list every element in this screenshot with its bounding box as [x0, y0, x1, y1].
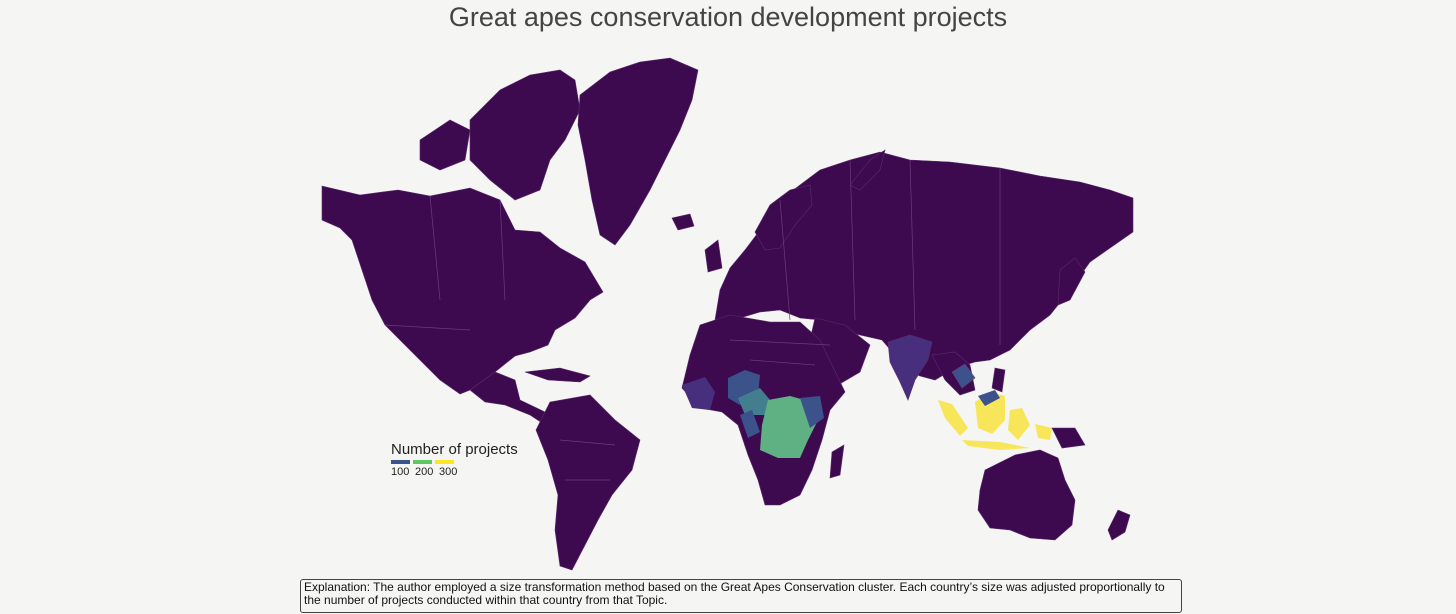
region-congo-basin — [760, 396, 818, 458]
region-philippines — [991, 367, 1006, 393]
region-scandinavia — [754, 184, 813, 251]
region-greenland — [577, 57, 699, 246]
region-east-africa — [800, 396, 824, 428]
region-west-africa-a — [682, 377, 715, 410]
region-indonesia-java — [962, 440, 1030, 450]
region-new-zealand — [1107, 509, 1131, 541]
legend: Number of projects 100 200 300 — [391, 441, 551, 478]
legend-tick-300: 300 — [439, 466, 458, 478]
legend-tick-100: 100 — [391, 466, 410, 478]
region-arctic-islands — [419, 119, 471, 171]
page-title: Great apes conservation development proj… — [448, 2, 1008, 32]
legend-colorbar — [391, 460, 551, 464]
explanation-box: Explanation: The author employed a size … — [300, 579, 1182, 613]
region-australia — [977, 449, 1076, 541]
legend-swatch-200 — [413, 460, 432, 464]
region-south-america — [535, 394, 641, 571]
region-indonesia-sulawesi — [1008, 408, 1030, 440]
region-north-america — [321, 185, 604, 395]
region-indonesia-borneo — [975, 392, 1005, 434]
legend-swatch-300 — [435, 460, 454, 464]
region-malaysia-borneo — [978, 390, 1000, 406]
legend-title: Number of projects — [391, 441, 518, 458]
region-iceland — [671, 213, 695, 231]
region-cameroon — [740, 410, 760, 438]
region-uk — [704, 239, 723, 273]
region-myanmar — [951, 363, 976, 389]
region-indonesia-sumatra — [938, 400, 968, 436]
legend-tick-200: 200 — [415, 466, 434, 478]
region-nigeria — [738, 388, 770, 415]
region-novaya-zemlya — [849, 149, 886, 191]
region-arctic-canada — [469, 69, 581, 201]
legend-ticks: 100 200 300 — [391, 466, 551, 478]
region-caribbean — [524, 367, 591, 383]
region-madagascar — [829, 444, 845, 479]
region-indonesia-papua — [1035, 424, 1052, 440]
legend-swatch-100 — [391, 460, 410, 464]
region-india — [887, 334, 933, 401]
region-japan — [1057, 257, 1086, 306]
region-papua-new-guinea — [1051, 427, 1086, 449]
